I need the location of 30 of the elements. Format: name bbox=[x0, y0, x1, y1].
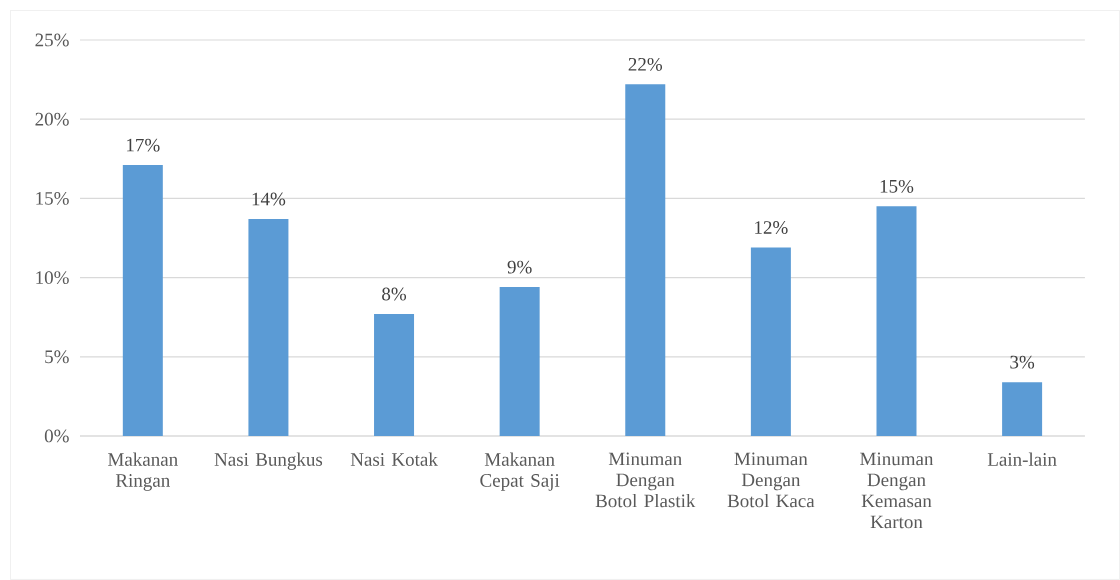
data-label: 12% bbox=[755, 221, 788, 234]
x-tick-label: Lain-lain bbox=[987, 452, 1057, 466]
data-label: 3% bbox=[1010, 355, 1035, 369]
bar bbox=[122, 165, 163, 436]
y-tick-label: 5% bbox=[45, 350, 69, 364]
bar bbox=[499, 287, 540, 436]
data-label: 9% bbox=[507, 260, 532, 274]
y-tick-label: 0% bbox=[44, 429, 69, 443]
bar bbox=[876, 206, 917, 436]
x-tick-label: Minuman Dengan Kemasan Karton bbox=[860, 452, 934, 529]
x-tick-label: Makanan Cepat Saji bbox=[480, 452, 560, 491]
x-tick-label: Makanan Ringan bbox=[108, 452, 178, 491]
bar bbox=[625, 84, 666, 436]
bar bbox=[374, 314, 415, 436]
x-tick-label: Minuman Dengan Botol Plastik bbox=[595, 452, 696, 508]
data-label: 17% bbox=[127, 138, 160, 152]
x-tick-label: Nasi Bungkus bbox=[214, 452, 323, 470]
data-label: 14% bbox=[252, 192, 286, 206]
data-label: 22% bbox=[628, 57, 663, 71]
bar bbox=[750, 247, 791, 436]
data-label: 15% bbox=[880, 179, 914, 193]
bar bbox=[248, 218, 289, 436]
y-tick-label: 10% bbox=[36, 271, 69, 285]
y-tick-label: 25% bbox=[35, 33, 69, 47]
y-tick-label: 15% bbox=[36, 191, 69, 205]
data-label: 8% bbox=[382, 287, 407, 301]
x-tick-label: Minuman Dengan Botol Kaca bbox=[727, 452, 815, 508]
x-tick-label: Nasi Kotak bbox=[350, 452, 438, 466]
bar bbox=[1002, 382, 1043, 436]
y-tick-label: 20% bbox=[35, 112, 69, 126]
